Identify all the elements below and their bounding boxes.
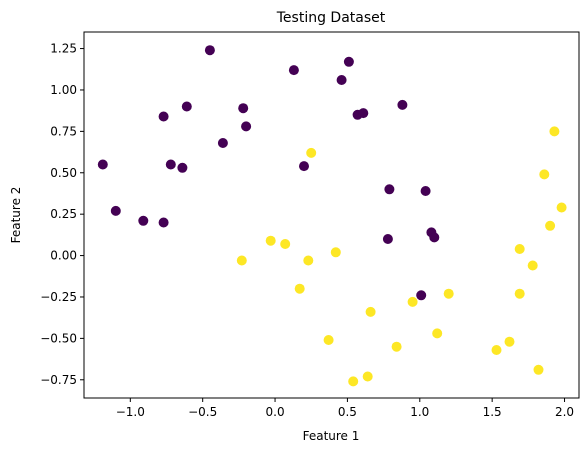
data-point-class-1 bbox=[514, 288, 525, 299]
data-point-class-1 bbox=[280, 239, 291, 249]
data-point-class-0 bbox=[343, 56, 354, 67]
data-point-class-1 bbox=[549, 126, 560, 137]
chart-title: Testing Dataset bbox=[276, 10, 386, 26]
y-axis-label: Feature 2 bbox=[9, 187, 23, 244]
data-point-class-1 bbox=[491, 345, 502, 355]
data-point-class-0 bbox=[217, 138, 228, 148]
data-point-class-0 bbox=[420, 186, 431, 196]
data-point-class-1 bbox=[265, 235, 276, 246]
data-point-class-1 bbox=[330, 247, 341, 258]
data-point-class-1 bbox=[365, 306, 376, 317]
points-layer bbox=[97, 45, 567, 387]
y-tick-label: −0.25 bbox=[40, 290, 77, 304]
data-point-class-0 bbox=[299, 161, 309, 172]
y-tick-label: −0.75 bbox=[40, 373, 77, 387]
x-tick-label: −1.0 bbox=[116, 405, 145, 419]
data-point-class-0 bbox=[382, 234, 393, 244]
data-point-class-0 bbox=[358, 108, 369, 119]
y-tick-label: 0.50 bbox=[50, 166, 77, 180]
data-point-class-0 bbox=[181, 101, 192, 112]
y-tick-label: −0.50 bbox=[40, 331, 77, 345]
data-point-class-0 bbox=[158, 217, 169, 228]
data-point-class-0 bbox=[384, 184, 395, 195]
x-axis-label: Feature 1 bbox=[303, 429, 360, 443]
y-tick-label: 1.00 bbox=[50, 83, 77, 97]
data-point-class-1 bbox=[527, 260, 538, 271]
data-point-class-1 bbox=[348, 376, 359, 387]
data-point-class-0 bbox=[429, 232, 440, 243]
data-point-class-0 bbox=[165, 159, 176, 170]
data-point-class-0 bbox=[336, 75, 347, 85]
y-tick-label: 0.00 bbox=[50, 249, 77, 263]
data-point-class-0 bbox=[397, 99, 408, 110]
x-tick-label: −0.5 bbox=[188, 405, 217, 419]
data-point-class-1 bbox=[303, 255, 314, 266]
data-point-class-1 bbox=[391, 341, 402, 352]
data-point-class-1 bbox=[514, 244, 525, 254]
data-point-class-0 bbox=[238, 103, 249, 114]
x-tick-label: 2.0 bbox=[555, 405, 574, 419]
data-point-class-0 bbox=[288, 65, 299, 76]
y-axis-ticks: −0.75 −0.50 −0.25 0.00 0.25 0.50 0.75 1.00 1.25 bbox=[40, 42, 84, 387]
y-tick-label: 1.25 bbox=[50, 42, 77, 56]
data-point-class-0 bbox=[158, 111, 169, 122]
x-tick-label: 0.0 bbox=[266, 405, 285, 419]
data-point-class-1 bbox=[362, 371, 373, 382]
data-point-class-1 bbox=[236, 255, 247, 266]
data-point-class-0 bbox=[177, 162, 188, 173]
plot-frame bbox=[83, 31, 580, 399]
data-point-class-0 bbox=[416, 290, 427, 301]
data-point-class-1 bbox=[533, 364, 544, 375]
data-point-class-0 bbox=[204, 45, 215, 56]
x-tick-label: 1.0 bbox=[410, 405, 429, 419]
x-tick-label: 0.5 bbox=[338, 405, 357, 419]
data-point-class-0 bbox=[138, 215, 149, 226]
data-point-class-1 bbox=[432, 328, 443, 339]
data-point-class-1 bbox=[539, 169, 550, 180]
y-tick-label: 0.75 bbox=[50, 124, 77, 138]
data-point-class-1 bbox=[306, 147, 317, 158]
y-tick-label: 0.25 bbox=[50, 207, 77, 221]
data-point-class-1 bbox=[545, 220, 556, 231]
x-tick-label: 1.5 bbox=[483, 405, 502, 419]
x-axis-ticks: −1.0 −0.5 0.0 0.5 1.0 1.5 2.0 bbox=[116, 398, 574, 419]
data-point-class-1 bbox=[504, 336, 515, 347]
data-point-class-1 bbox=[556, 202, 567, 213]
data-point-class-0 bbox=[241, 121, 252, 132]
data-point-class-1 bbox=[407, 296, 418, 307]
data-point-class-1 bbox=[323, 335, 334, 345]
data-point-class-0 bbox=[97, 159, 108, 170]
data-point-class-1 bbox=[443, 288, 454, 299]
data-point-class-0 bbox=[110, 205, 121, 216]
data-point-class-1 bbox=[294, 283, 305, 294]
